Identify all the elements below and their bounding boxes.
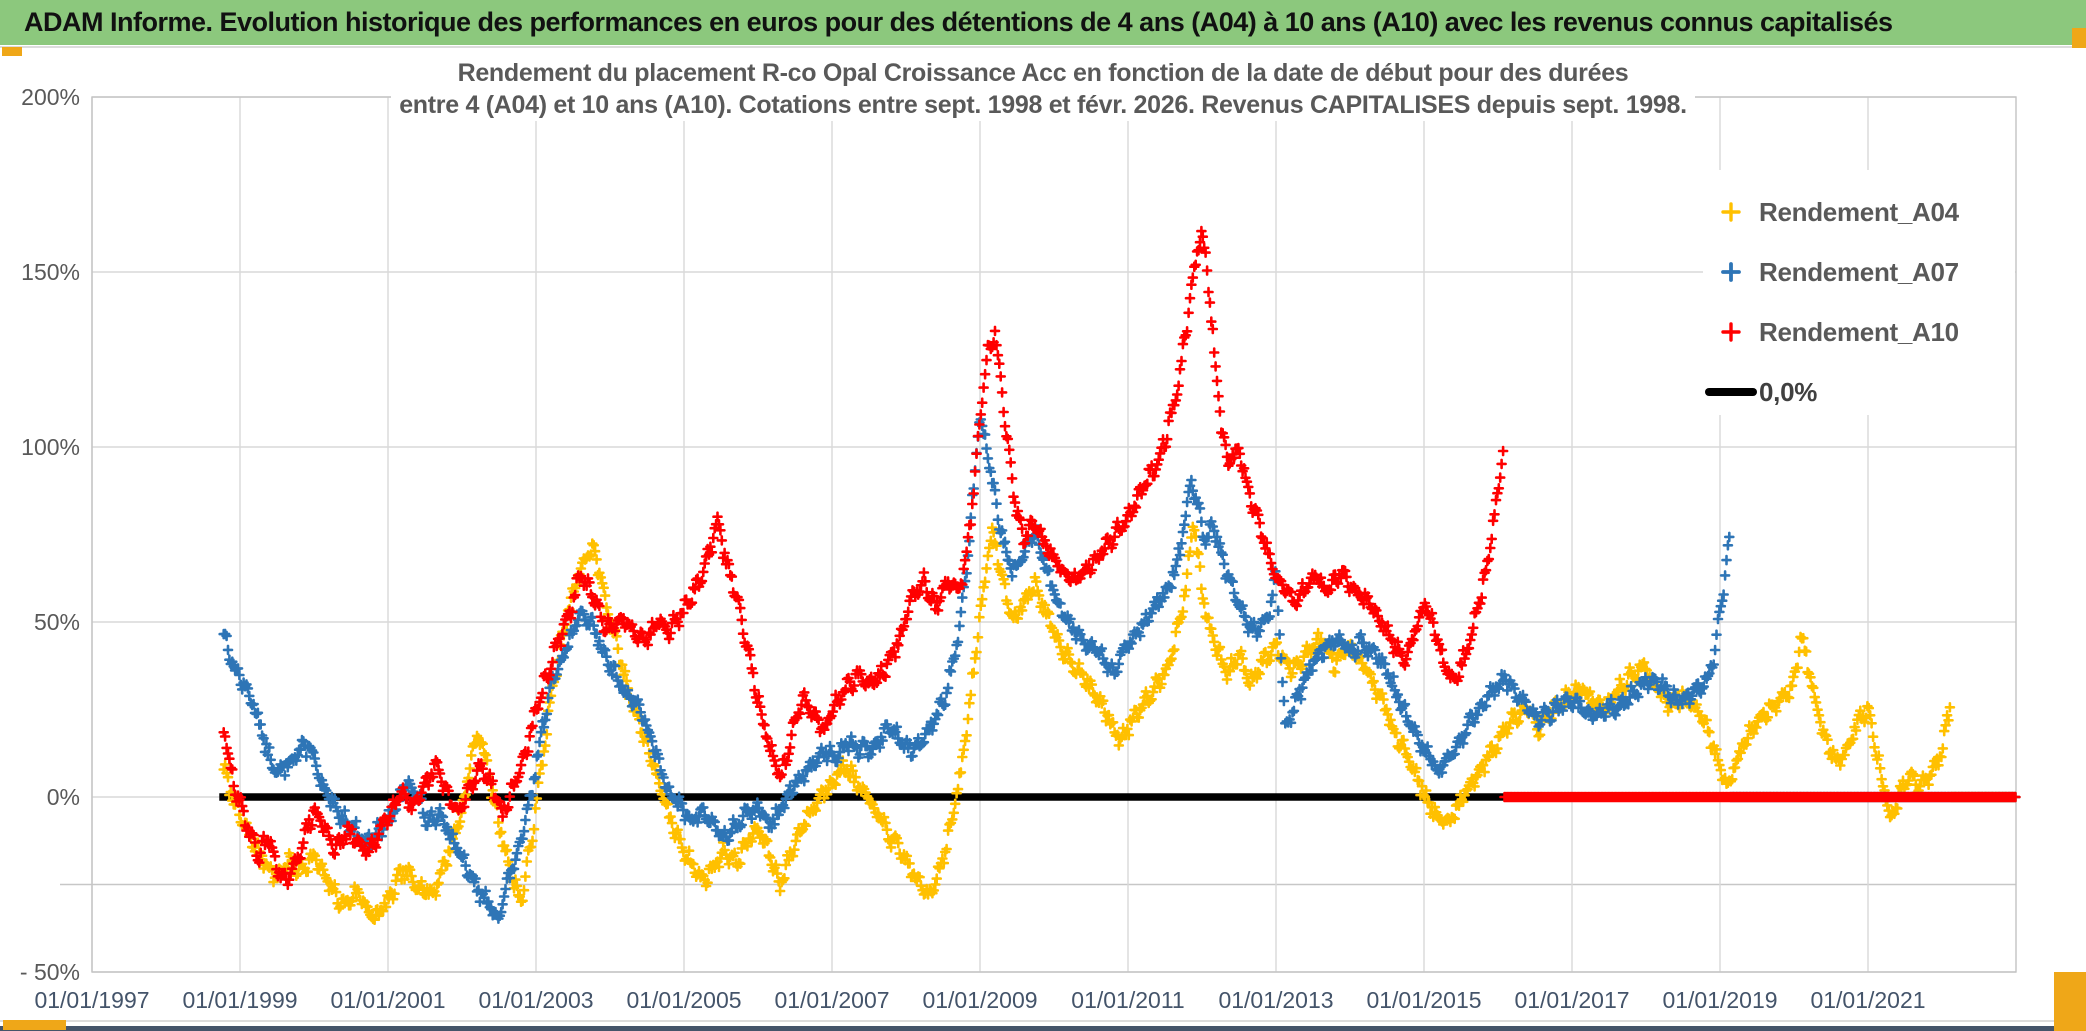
x-tick-label: 01/01/2005	[626, 987, 741, 1013]
legend-label: Rendement_A04	[1759, 196, 1959, 227]
banner: ADAM Informe. Evolution historique des p…	[0, 0, 2086, 45]
y-tick-label: 50%	[34, 609, 80, 635]
plus-marker-icon	[1703, 261, 1759, 283]
y-tick-label: 150%	[21, 259, 80, 285]
chart-legend: Rendement_A04 Rendement_A07 Rendement_A1…	[1703, 170, 2015, 415]
x-tick-label: 01/01/2017	[1514, 987, 1629, 1013]
banner-title: ADAM Informe. Evolution historique des p…	[24, 7, 1893, 37]
y-tick-label: 100%	[21, 434, 80, 460]
legend-item-a10: Rendement_A10	[1703, 310, 2015, 354]
legend-item-a07: Rendement_A07	[1703, 250, 2015, 294]
zero-line-sample-icon	[1703, 388, 1759, 396]
legend-label: Rendement_A10	[1759, 316, 1959, 347]
gold-accent-top-left	[2, 47, 22, 56]
legend-label: 0,0%	[1759, 376, 1818, 407]
banner-divider	[0, 46, 2086, 48]
series-rendement_a07	[218, 414, 2021, 924]
plus-marker-icon	[1703, 201, 1759, 223]
y-tick-label: - 50%	[20, 959, 80, 985]
bottom-hairline	[0, 1020, 2086, 1022]
y-tick-label: 0%	[47, 784, 80, 810]
x-tick-label: 01/01/2015	[1366, 987, 1481, 1013]
series-rendement_a04	[218, 521, 2021, 925]
gold-accent-bottom-left	[3, 1020, 66, 1030]
legend-label: Rendement_A07	[1759, 256, 1959, 287]
x-tick-label: 01/01/2013	[1218, 987, 1333, 1013]
gold-accent-top-right	[2072, 28, 2086, 48]
bottom-bar	[0, 1026, 2086, 1031]
x-tick-label: 01/01/2007	[774, 987, 889, 1013]
x-tick-label: 01/01/1997	[34, 987, 149, 1013]
x-tick-label: 01/01/2019	[1662, 987, 1777, 1013]
x-tick-label: 01/01/1999	[182, 987, 297, 1013]
x-tick-label: 01/01/2009	[922, 987, 1037, 1013]
gold-accent-bottom-right	[2054, 972, 2086, 1031]
legend-item-a04: Rendement_A04	[1703, 190, 2015, 234]
x-tick-label: 01/01/2021	[1810, 987, 1925, 1013]
x-tick-label: 01/01/2011	[1071, 987, 1184, 1013]
legend-item-zero-line: 0,0%	[1703, 370, 2015, 414]
x-tick-label: 01/01/2001	[330, 987, 445, 1013]
y-tick-label: 200%	[21, 84, 80, 110]
plus-marker-icon	[1703, 321, 1759, 343]
x-tick-label: 01/01/2003	[478, 987, 593, 1013]
